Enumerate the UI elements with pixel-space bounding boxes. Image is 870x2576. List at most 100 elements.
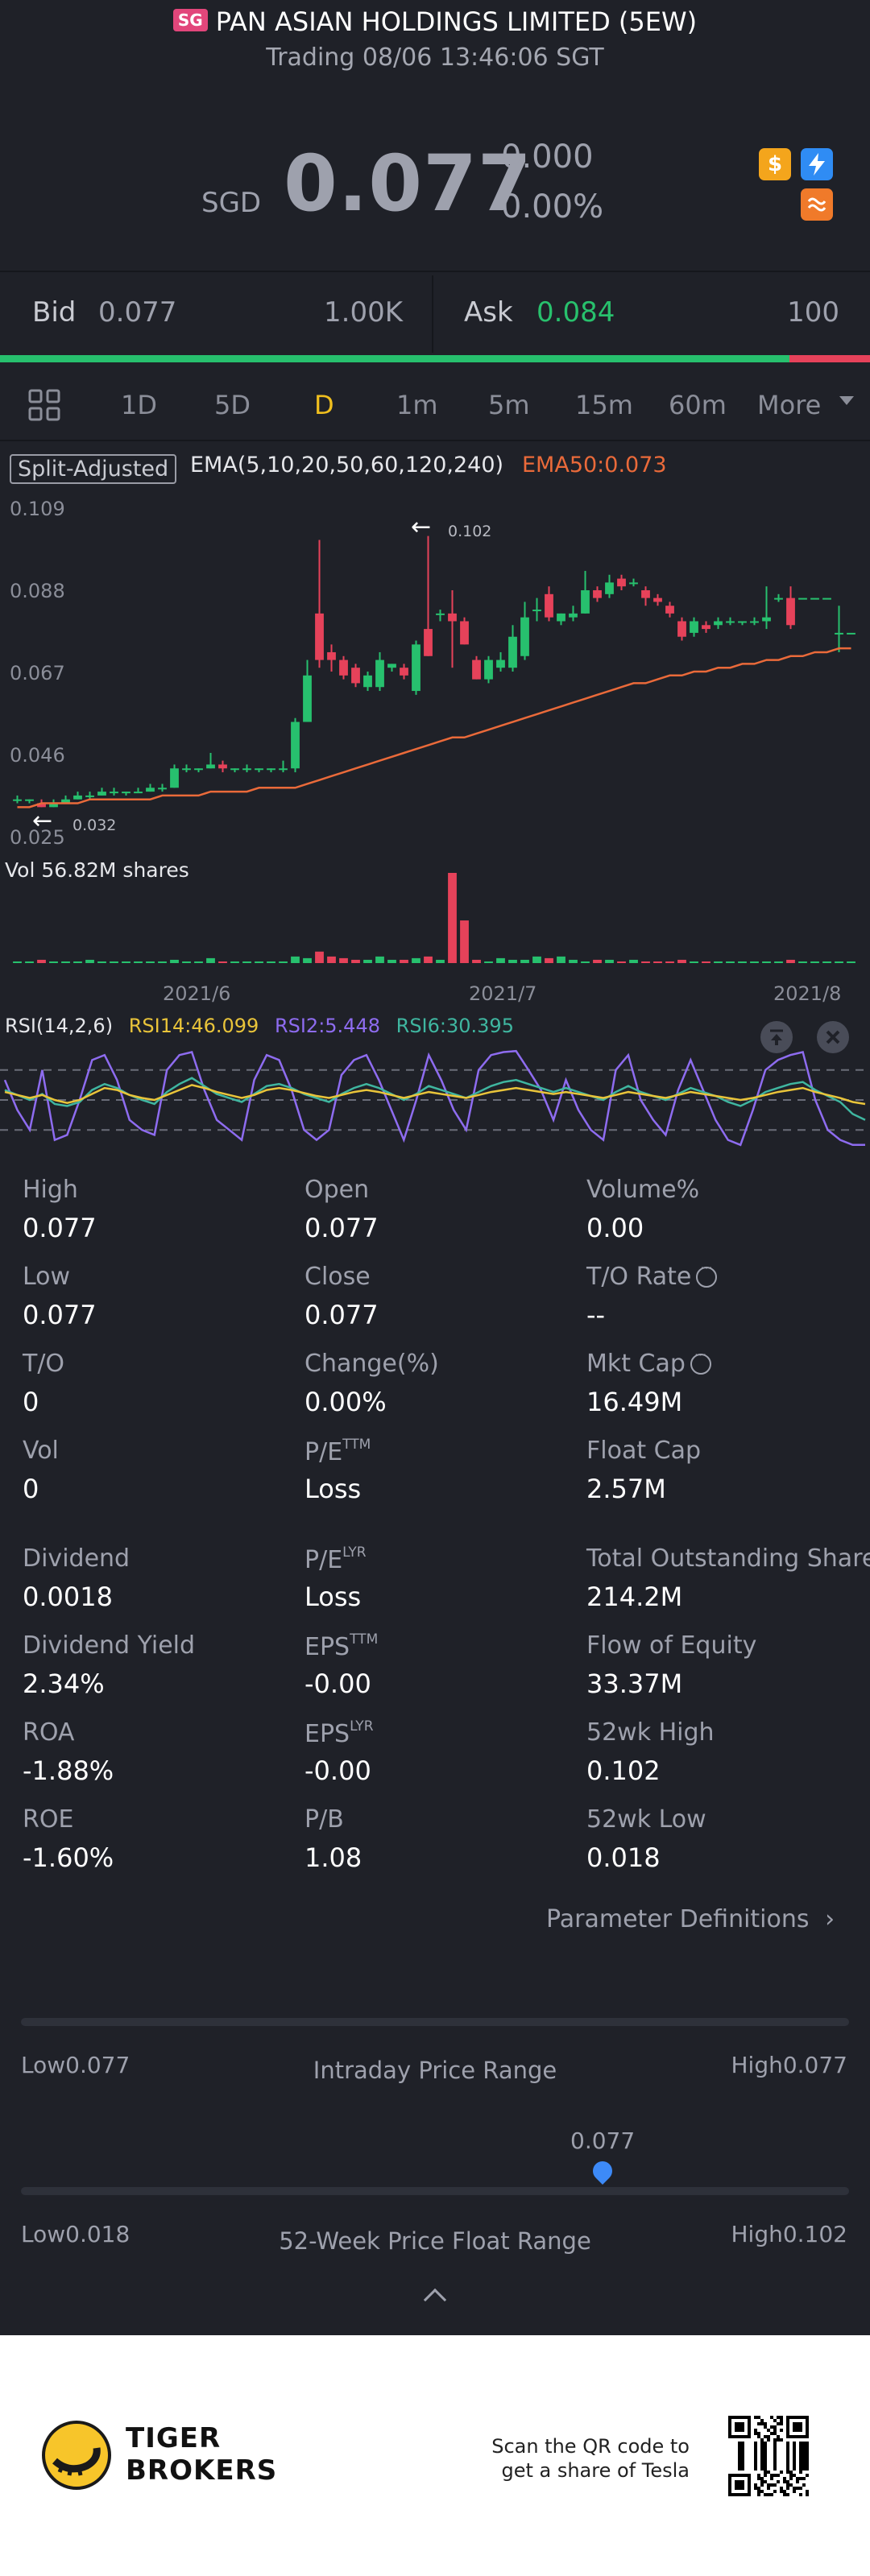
candle xyxy=(206,753,215,769)
parameter-definitions-label: Parameter Definitions xyxy=(546,1905,810,1933)
stat-label-text: P/B xyxy=(304,1805,344,1834)
candle-body xyxy=(545,593,553,618)
parameter-definitions-link[interactable]: Parameter Definitions › xyxy=(546,1905,835,1933)
stat-value: -0.00 xyxy=(304,1668,371,1699)
stat-label-text: P/E xyxy=(304,1438,343,1466)
candle xyxy=(327,644,336,672)
candle-body xyxy=(279,768,288,771)
volume-bar xyxy=(194,961,203,963)
candle-body xyxy=(37,803,46,808)
chart-layout-icon[interactable] xyxy=(27,388,61,422)
current-price-marker-value: 0.077 xyxy=(570,2127,636,2154)
candle xyxy=(412,640,420,695)
stat-value: 2.57M xyxy=(586,1474,666,1504)
candle-body xyxy=(822,597,831,600)
rsi2-line xyxy=(3,1049,865,1147)
stat-label-superscript: LYR xyxy=(350,1718,374,1735)
tab-60m[interactable]: 60m xyxy=(669,390,727,420)
candle-body xyxy=(194,768,203,771)
lightning-icon[interactable] xyxy=(801,148,833,180)
close-icon[interactable] xyxy=(817,1021,849,1053)
ask-size: 100 xyxy=(787,296,839,329)
candle-body xyxy=(242,768,251,771)
candle xyxy=(424,535,433,656)
volume-bar xyxy=(255,961,263,963)
volume-bar xyxy=(122,961,130,963)
chevron-up-icon[interactable] xyxy=(423,2288,447,2312)
candle xyxy=(315,540,324,668)
candlestick-chart[interactable]: 0.102 ← 0.032 ← xyxy=(0,483,870,999)
rsi-settings[interactable]: RSI(14,2,6) xyxy=(5,1015,114,1037)
x-tick: 2021/6 xyxy=(163,982,231,1005)
tab-d[interactable]: D xyxy=(314,390,334,420)
y-tick: 0.109 xyxy=(10,498,65,520)
ema-indicator-label[interactable]: EMA(5,10,20,50,60,120,240) xyxy=(190,453,504,478)
candle xyxy=(255,768,263,773)
tab-5d[interactable]: 5D xyxy=(214,390,251,420)
tab-1d[interactable]: 1D xyxy=(121,390,157,420)
candle xyxy=(641,586,650,606)
candle xyxy=(798,597,807,600)
stat-value: 0.00 xyxy=(586,1213,644,1243)
volume-bar xyxy=(230,961,239,963)
more-info-icon[interactable] xyxy=(690,1347,711,1375)
dollar-icon[interactable]: $ xyxy=(759,148,791,180)
stat-label: Open xyxy=(304,1176,369,1204)
volume-bar xyxy=(545,957,553,963)
divider xyxy=(0,271,870,272)
candle xyxy=(653,593,662,606)
stat-label: Low xyxy=(23,1263,70,1291)
stat-label: Flow of Equity xyxy=(586,1631,756,1660)
volume-bar xyxy=(448,873,457,963)
candle xyxy=(835,606,843,652)
split-adjusted-toggle[interactable]: Split-Adjusted xyxy=(10,454,177,484)
stat-label: ROE xyxy=(23,1805,73,1834)
candle xyxy=(545,586,553,622)
stat-label: 52wk Low xyxy=(586,1805,706,1834)
swap-icon[interactable] xyxy=(801,188,833,221)
candle-body xyxy=(25,799,34,801)
stat-label-text: Float Cap xyxy=(586,1437,702,1465)
volume-bar xyxy=(810,961,819,963)
candle-body xyxy=(520,617,529,656)
volume-bar xyxy=(158,961,167,963)
stat-label: 52wk High xyxy=(586,1718,715,1747)
candle xyxy=(460,617,469,645)
candle-body xyxy=(303,675,312,722)
pin-top-icon[interactable] xyxy=(760,1021,793,1053)
volume-bar xyxy=(206,957,215,963)
scan-text-line1: Scan the QR code to xyxy=(491,2435,690,2458)
more-info-icon[interactable] xyxy=(696,1260,718,1288)
volume-bar xyxy=(593,959,602,963)
stat-label-text: EPS xyxy=(304,1720,350,1748)
candle xyxy=(496,651,505,672)
stat-label: Change(%) xyxy=(304,1350,439,1378)
volume-bar xyxy=(242,961,251,963)
stat-value: 33.37M xyxy=(586,1668,683,1699)
scan-text-line2: get a share of Tesla xyxy=(501,2459,690,2482)
candle xyxy=(726,617,735,626)
tab-more[interactable]: More xyxy=(757,390,822,420)
candle xyxy=(230,768,239,773)
ask-label: Ask xyxy=(464,296,513,329)
candle-body xyxy=(327,651,336,660)
volume-bar xyxy=(387,959,396,963)
stat-value: 0.077 xyxy=(23,1213,97,1243)
tab-1m[interactable]: 1m xyxy=(396,390,438,420)
stat-label: EPSLYR xyxy=(304,1718,374,1748)
candle xyxy=(303,660,312,722)
rsi2-value: RSI2:5.448 xyxy=(274,1015,380,1037)
bidask-divider xyxy=(432,275,433,353)
candle-body xyxy=(61,799,70,804)
candle xyxy=(629,578,638,587)
tab-5m[interactable]: 5m xyxy=(488,390,530,420)
stat-label: Mkt Cap xyxy=(586,1347,711,1378)
volume-bar xyxy=(581,961,590,963)
tab-15m[interactable]: 15m xyxy=(575,390,633,420)
caret-down-icon[interactable] xyxy=(839,396,854,405)
candle-body xyxy=(448,613,457,622)
candle xyxy=(134,788,143,794)
qr-code[interactable] xyxy=(728,2416,809,2496)
rsi-chart[interactable] xyxy=(0,1044,870,1156)
stat-value: 0.0018 xyxy=(23,1582,113,1612)
